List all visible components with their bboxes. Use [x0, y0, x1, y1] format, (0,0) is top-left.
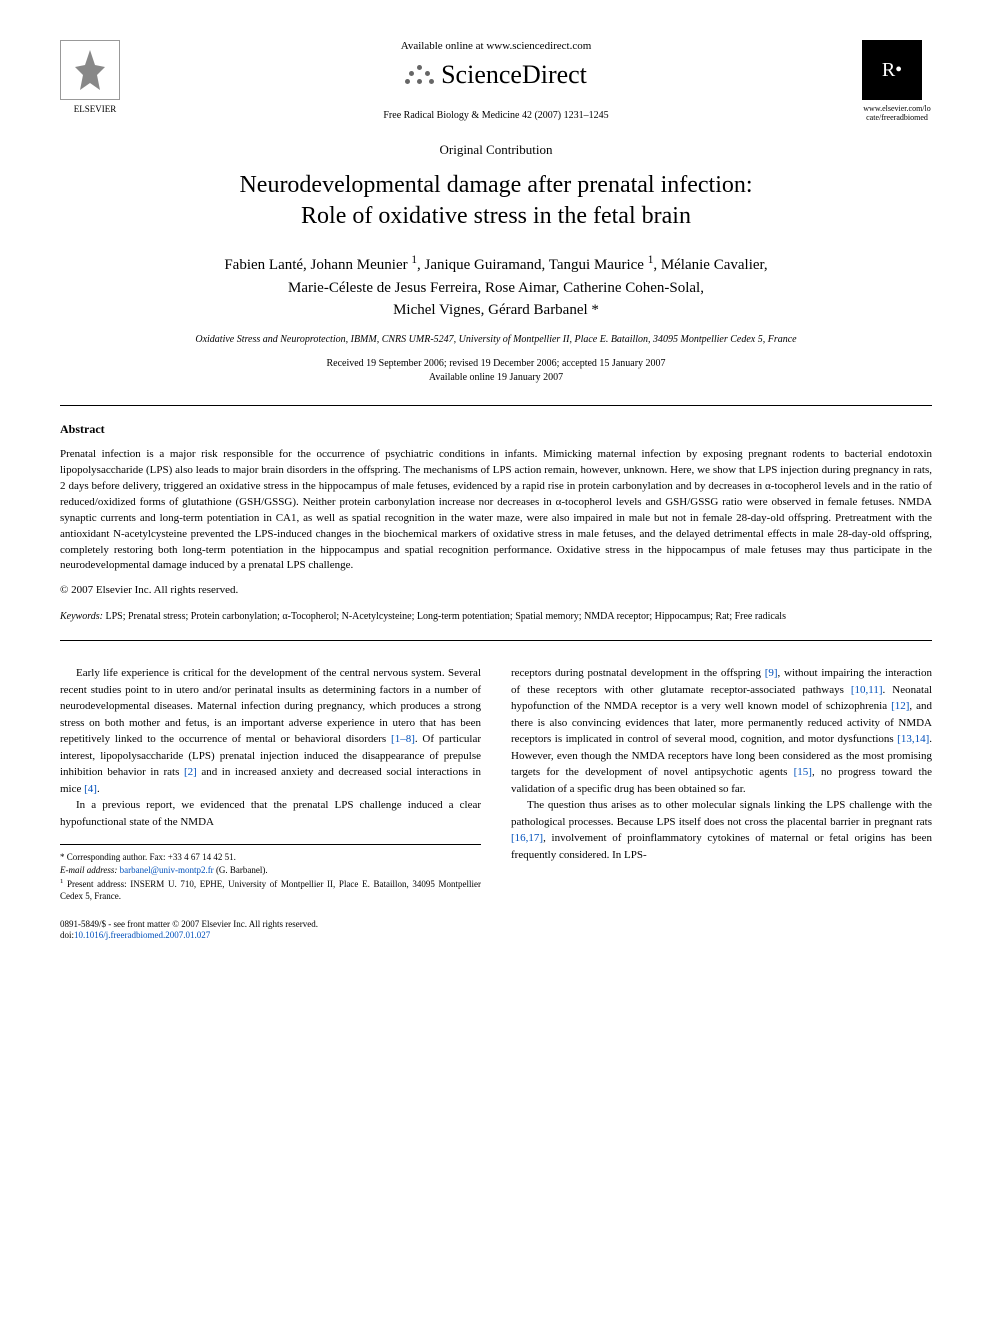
elsevier-tree-icon — [60, 40, 120, 100]
elsevier-logo: ELSEVIER — [60, 40, 130, 120]
abstract-heading: Abstract — [60, 422, 932, 437]
sciencedirect-text: ScienceDirect — [441, 60, 587, 90]
present-address: 1 Present address: INSERM U. 710, EPHE, … — [60, 877, 481, 903]
email-link[interactable]: barbanel@univ-montp2.fr — [120, 865, 214, 875]
ref-9[interactable]: [9] — [765, 667, 778, 679]
header-row: ELSEVIER Available online at www.science… — [60, 40, 932, 122]
footer: 0891-5849/$ - see front matter © 2007 El… — [60, 919, 481, 942]
authors-3: Michel Vignes, Gérard Barbanel — [393, 302, 591, 318]
received-date: Received 19 September 2006; revised 19 D… — [326, 358, 665, 369]
ref-2[interactable]: [2] — [184, 766, 197, 778]
divider-bottom — [60, 640, 932, 641]
keywords: Keywords: LPS; Prenatal stress; Protein … — [60, 610, 932, 624]
article-title: Neurodevelopmental damage after prenatal… — [60, 170, 932, 232]
authors: Fabien Lanté, Johann Meunier 1, Janique … — [60, 252, 932, 322]
footnotes: * Corresponding author. Fax: +33 4 67 14… — [60, 844, 481, 902]
col2-para2: The question thus arises as to other mol… — [511, 797, 932, 863]
corresponding-author: * Corresponding author. Fax: +33 4 67 14… — [60, 851, 481, 864]
corr-mark: * — [591, 302, 599, 318]
ref-13-14[interactable]: [13,14] — [897, 733, 929, 745]
title-line1: Neurodevelopmental damage after prenatal… — [239, 172, 752, 198]
journal-reference: Free Radical Biology & Medicine 42 (2007… — [150, 110, 842, 121]
email-label: E-mail address: — [60, 865, 117, 875]
keywords-text: LPS; Prenatal stress; Protein carbonylat… — [103, 611, 786, 622]
col2-para1: receptors during postnatal development i… — [511, 665, 932, 797]
title-line2: Role of oxidative stress in the fetal br… — [301, 203, 691, 229]
article-dates: Received 19 September 2006; revised 19 D… — [60, 357, 932, 385]
center-header: Available online at www.sciencedirect.co… — [130, 40, 862, 121]
sciencedirect-dots-icon — [405, 63, 435, 87]
footer-doi: doi:10.1016/j.freeradbiomed.2007.01.027 — [60, 930, 481, 942]
authors-1c: , Mélanie Cavalier, — [653, 257, 767, 273]
journal-url: www.elsevier.com/locate/freeradbiomed — [862, 104, 932, 122]
keywords-label: Keywords: — [60, 611, 103, 622]
authors-1a: Fabien Lanté, Johann Meunier — [224, 257, 411, 273]
email-suffix: (G. Barbanel). — [214, 865, 268, 875]
authors-1b: , Janique Guiramand, Tangui Maurice — [417, 257, 648, 273]
column-left: Early life experience is critical for th… — [60, 665, 481, 942]
ref-16-17[interactable]: [16,17] — [511, 832, 543, 844]
abstract-copyright: © 2007 Elsevier Inc. All rights reserved… — [60, 584, 932, 596]
body-columns: Early life experience is critical for th… — [60, 665, 932, 942]
column-right: receptors during postnatal development i… — [511, 665, 932, 942]
doi-link[interactable]: 10.1016/j.freeradbiomed.2007.01.027 — [74, 930, 210, 940]
col2-p1a: receptors during postnatal development i… — [511, 667, 765, 679]
abstract-text: Prenatal infection is a major risk respo… — [60, 447, 932, 575]
col1-p1d: . — [97, 783, 100, 795]
sciencedirect-logo: ScienceDirect — [150, 60, 842, 90]
present-text: Present address: INSERM U. 710, EPHE, Un… — [60, 879, 481, 902]
journal-icon: R• — [862, 40, 922, 100]
divider-top — [60, 405, 932, 406]
ref-4[interactable]: [4] — [84, 783, 97, 795]
elsevier-label: ELSEVIER — [60, 104, 130, 114]
email-line: E-mail address: barbanel@univ-montp2.fr … — [60, 864, 481, 877]
authors-2: Marie-Céleste de Jesus Ferreira, Rose Ai… — [288, 280, 704, 296]
col2-p2b: , involvement of proinflammatory cytokin… — [511, 832, 932, 861]
ref-10-11[interactable]: [10,11] — [851, 684, 883, 696]
footer-copyright: 0891-5849/$ - see front matter © 2007 El… — [60, 919, 481, 931]
col1-para2: In a previous report, we evidenced that … — [60, 797, 481, 830]
doi-label: doi: — [60, 930, 74, 940]
ref-12[interactable]: [12] — [891, 700, 909, 712]
available-online-text: Available online at www.sciencedirect.co… — [150, 40, 842, 52]
ref-15[interactable]: [15] — [794, 766, 812, 778]
ref-1-8[interactable]: [1–8] — [391, 733, 415, 745]
col1-para1: Early life experience is critical for th… — [60, 665, 481, 797]
available-date: Available online 19 January 2007 — [429, 372, 563, 383]
col2-p2a: The question thus arises as to other mol… — [511, 799, 932, 828]
journal-logo-block: R• www.elsevier.com/locate/freeradbiomed — [862, 40, 932, 122]
affiliation: Oxidative Stress and Neuroprotection, IB… — [60, 334, 932, 345]
article-type: Original Contribution — [60, 142, 932, 158]
